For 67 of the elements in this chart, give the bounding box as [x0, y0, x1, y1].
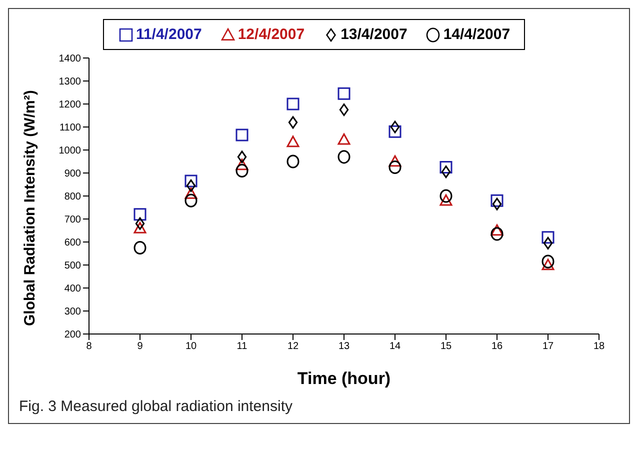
y-tick-label: 200 [64, 330, 82, 341]
point [286, 136, 300, 148]
y-tick-label: 800 [64, 192, 82, 203]
legend-label: 14/4/2007 [443, 26, 510, 43]
point [134, 222, 146, 234]
point [338, 87, 350, 100]
point [388, 125, 402, 138]
x-tick-label: 15 [440, 341, 452, 352]
point [490, 224, 504, 236]
point [490, 194, 504, 207]
point [184, 194, 198, 208]
point [440, 161, 452, 174]
y-tick-label: 900 [64, 168, 82, 180]
point [492, 198, 502, 210]
x-tick-label: 10 [185, 341, 197, 352]
y-tick-label: 1200 [58, 100, 82, 111]
y-tick-label: 500 [64, 260, 82, 272]
point [236, 158, 248, 170]
point [388, 160, 402, 174]
y-tick-label: 1400 [58, 54, 82, 65]
x-tick-label: 8 [86, 341, 92, 352]
point [441, 166, 451, 178]
point [236, 164, 248, 178]
legend-label: 13/4/2007 [340, 26, 408, 43]
x-tick-label: 12 [287, 341, 299, 352]
y-tick-label: 400 [64, 284, 82, 295]
point [388, 155, 402, 167]
y-tick-label: 1100 [59, 122, 82, 134]
point [440, 194, 452, 206]
point [236, 128, 248, 142]
point [542, 258, 554, 270]
point [339, 104, 349, 116]
legend-label: 12/4/2007 [238, 26, 305, 43]
x-tick-label: 18 [593, 341, 605, 352]
point [184, 187, 198, 199]
point [134, 240, 146, 255]
point [134, 208, 146, 221]
point [184, 174, 198, 188]
x-tick-label: 11 [236, 341, 248, 352]
point [490, 227, 504, 241]
legend-label: 11/4/2007 [136, 26, 202, 43]
point [186, 179, 196, 192]
point [338, 150, 350, 164]
point [542, 231, 554, 244]
y-tick-label: 1000 [58, 146, 82, 157]
caption: Fig. 3 Measured global radiation intensity [18, 397, 294, 417]
x-tick-label: 14 [389, 341, 401, 352]
x-tick-label: 13 [338, 341, 350, 352]
point [135, 217, 145, 230]
point [338, 133, 350, 145]
x-axis-title: Time (hour) [297, 369, 391, 388]
point [237, 150, 247, 164]
point [288, 116, 298, 129]
y-tick-label: 600 [64, 238, 82, 249]
y-tick-label: 1300 [58, 76, 82, 88]
point [543, 236, 553, 250]
point [390, 120, 400, 134]
x-tick-label: 17 [542, 341, 554, 352]
point [286, 98, 300, 110]
x-tick-label: 9 [137, 341, 144, 352]
y-axis-title: Global Radiation Intensity (W/m²) [21, 90, 38, 326]
point [542, 254, 554, 268]
y-tick-label: 300 [64, 306, 82, 318]
point [440, 189, 452, 203]
y-tick-label: 700 [64, 214, 82, 226]
x-tick-label: 16 [491, 341, 503, 352]
point [286, 154, 300, 168]
